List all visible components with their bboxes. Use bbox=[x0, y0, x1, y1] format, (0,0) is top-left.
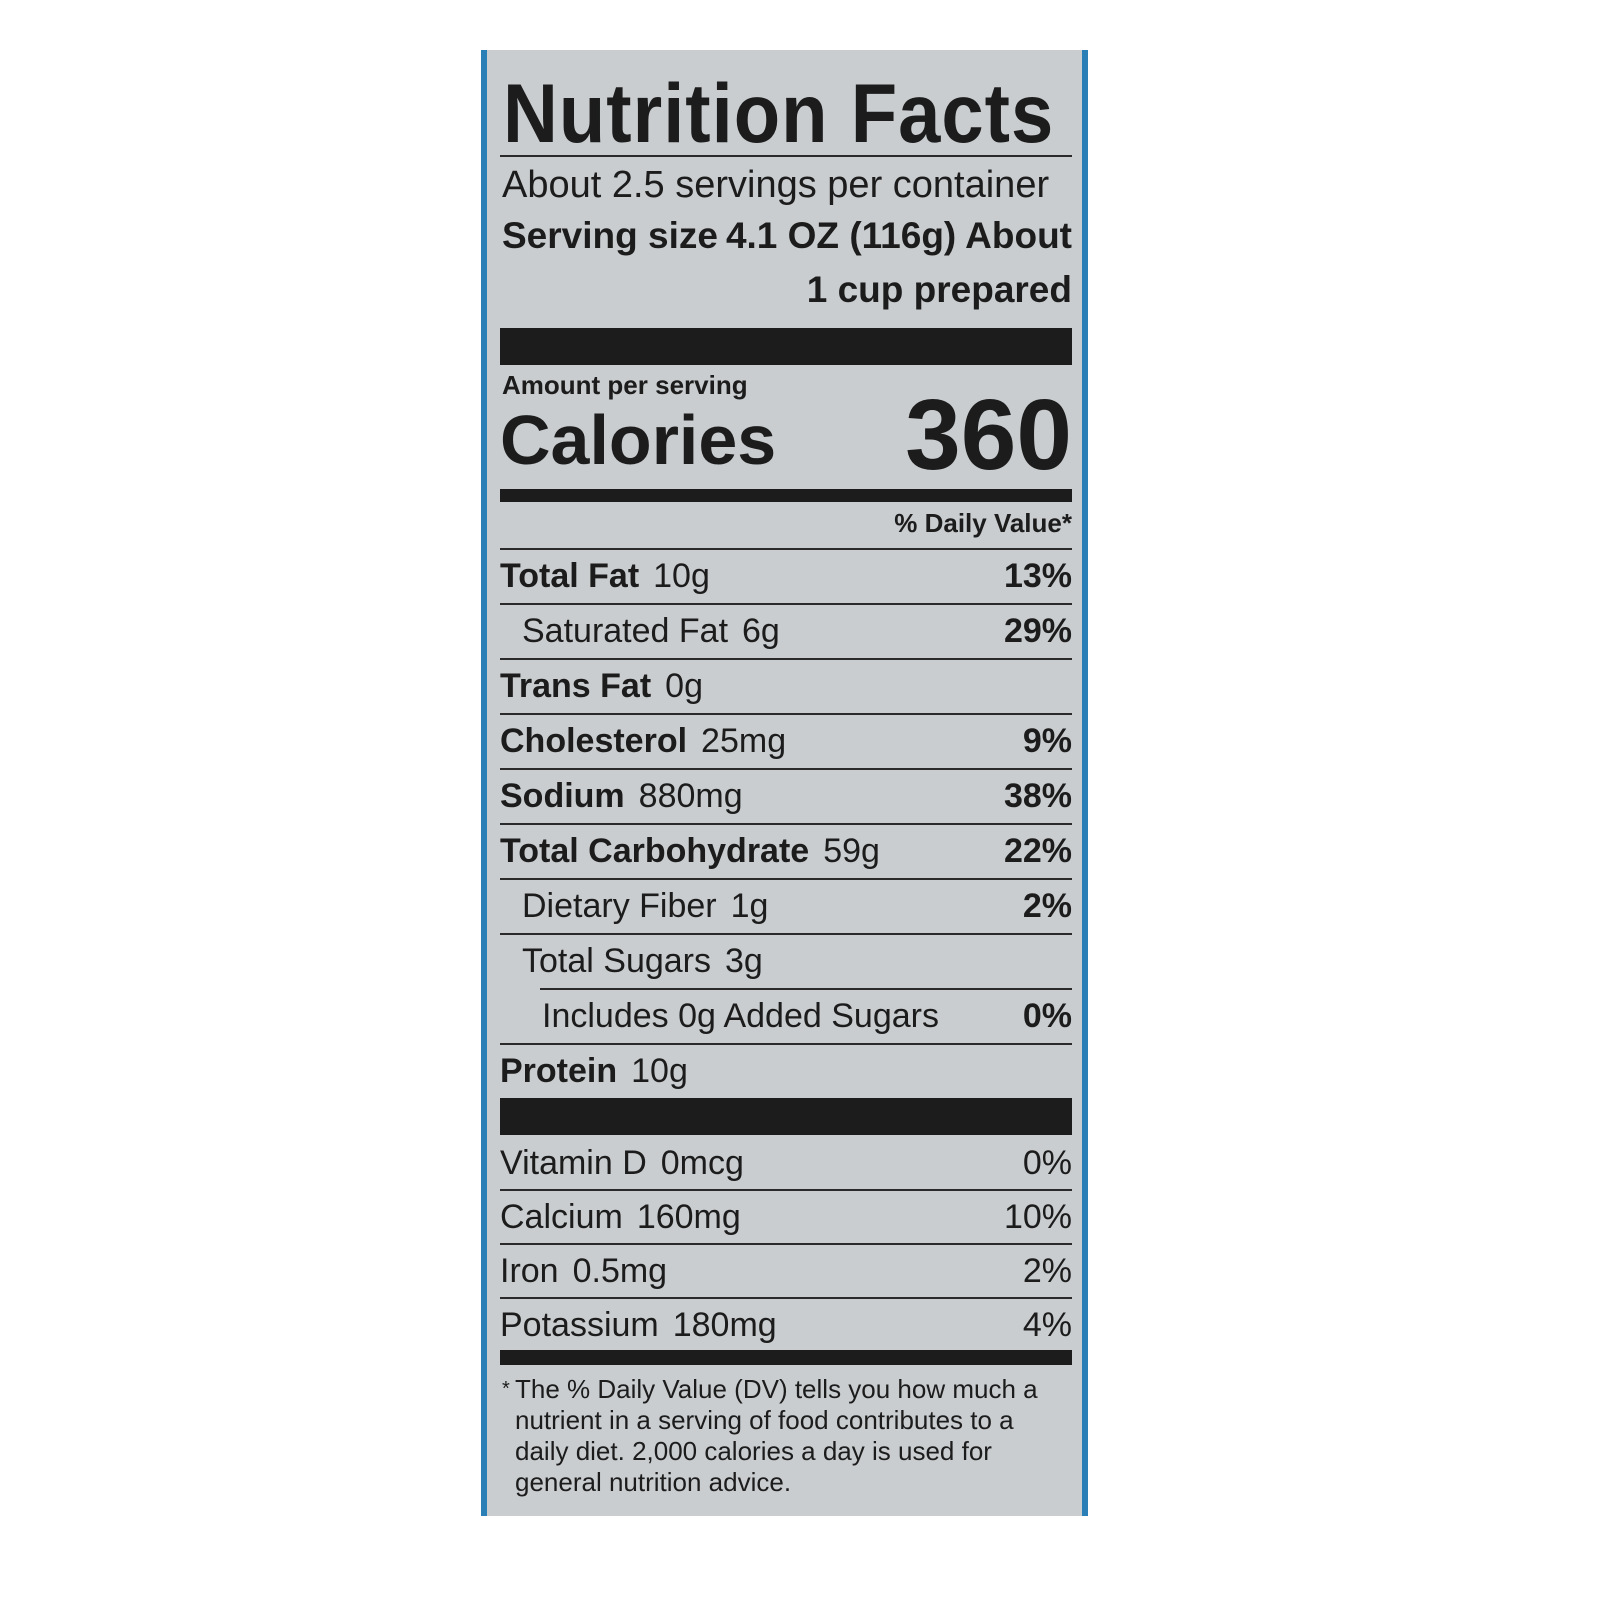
nutrient-row: Protein 10g bbox=[500, 1045, 1072, 1098]
calories-value: 360 bbox=[905, 379, 1072, 491]
nutrient-amount: 1g bbox=[730, 887, 769, 925]
nutrient-row: Vitamin D 0mcg 0% bbox=[500, 1137, 1072, 1189]
divider bbox=[500, 1243, 1072, 1245]
nutrient-amount: 880mg bbox=[638, 777, 743, 815]
divider bbox=[540, 988, 1072, 990]
daily-value: 2% bbox=[1022, 887, 1072, 925]
nutrient-row: Calcium 160mg 10% bbox=[500, 1191, 1072, 1243]
nutrient-amount: 180mg bbox=[672, 1305, 777, 1344]
divider bbox=[500, 1189, 1072, 1191]
nutrient-name: Total Sugars bbox=[522, 942, 711, 980]
daily-value: 0% bbox=[1022, 997, 1072, 1035]
divider bbox=[500, 1043, 1072, 1045]
nutrient-amount: 0g bbox=[665, 667, 703, 705]
nutrient-name: Saturated Fat bbox=[522, 612, 729, 650]
nutrient-name: Total Fat bbox=[500, 557, 640, 595]
nutrient-row: Saturated Fat 6g 29% bbox=[500, 605, 1072, 658]
nutrient-row: Dietary Fiber 1g 2% bbox=[500, 880, 1072, 933]
footnote: The % Daily Value (DV) tells you how muc… bbox=[515, 1374, 1038, 1497]
daily-value: 13% bbox=[1003, 557, 1072, 595]
nutrient-name: Includes 0g Added Sugars bbox=[542, 997, 939, 1035]
serving-size: 4.1 OZ (116g) About bbox=[725, 215, 1072, 256]
nutrient-row: Iron 0.5mg 2% bbox=[500, 1245, 1072, 1297]
divider bbox=[500, 155, 1072, 157]
nutrient-name: Protein bbox=[500, 1052, 618, 1090]
nutrient-name: Total Carbohydrate bbox=[500, 832, 810, 870]
servings: About 2.5 servings per container bbox=[502, 164, 1050, 206]
nutrient-row: Sodium 880mg 38% bbox=[500, 770, 1072, 823]
daily-value: 38% bbox=[1003, 777, 1072, 815]
nutrient-row: Potassium 180mg 4% bbox=[500, 1299, 1072, 1351]
nutrient-name: Dietary Fiber bbox=[522, 887, 717, 925]
divider bbox=[500, 548, 1072, 550]
dv-heading: % Daily Value* bbox=[894, 508, 1072, 538]
nutrient-row: Cholesterol 25mg 9% bbox=[500, 715, 1072, 768]
divider bbox=[500, 603, 1072, 605]
nutrient-row: Trans Fat 0g bbox=[500, 660, 1072, 713]
daily-value: 0% bbox=[1022, 1143, 1072, 1182]
title: Nutrition Facts bbox=[503, 67, 1055, 161]
divider bbox=[500, 823, 1072, 825]
nutrient-amount: 10g bbox=[653, 557, 710, 595]
daily-value: 22% bbox=[1003, 832, 1072, 870]
medium-bar bbox=[500, 489, 1072, 502]
thick-bar bbox=[500, 328, 1072, 365]
nutrient-row: Includes 0g Added Sugars 0% bbox=[500, 990, 1072, 1043]
divider bbox=[500, 878, 1072, 880]
nutrient-name: Sodium bbox=[500, 777, 625, 815]
daily-value: 29% bbox=[1003, 612, 1072, 650]
thick-bar bbox=[500, 1098, 1072, 1135]
label-panel bbox=[481, 50, 1088, 1516]
nutrient-amount: 0mcg bbox=[660, 1143, 744, 1182]
nutrient-name: Calcium bbox=[500, 1197, 623, 1236]
daily-value: 9% bbox=[1022, 722, 1072, 760]
divider bbox=[500, 658, 1072, 660]
nutrient-name: Cholesterol bbox=[500, 722, 688, 760]
daily-value: 10% bbox=[1003, 1197, 1072, 1236]
amount-heading: Amount per serving bbox=[502, 370, 748, 400]
nutrient-name: Vitamin D bbox=[500, 1143, 647, 1182]
nutrient-row: Total Sugars 3g bbox=[500, 935, 1072, 988]
nutrient-amount: 10g bbox=[631, 1052, 688, 1090]
footnote-mark: * bbox=[502, 1378, 510, 1400]
daily-value: 2% bbox=[1022, 1251, 1072, 1290]
serving-size-label: Serving size bbox=[502, 215, 718, 256]
nutrient-amount: 59g bbox=[823, 832, 880, 870]
nutrient-amount: 160mg bbox=[636, 1197, 741, 1236]
nutrient-row: Total Carbohydrate 59g 22% bbox=[500, 825, 1072, 878]
nutrient-amount: 3g bbox=[725, 942, 763, 980]
serving-size-cont: 1 cup prepared bbox=[806, 269, 1072, 310]
divider bbox=[500, 933, 1072, 935]
divider bbox=[500, 768, 1072, 770]
nutrient-amount: 25mg bbox=[701, 722, 787, 760]
divider bbox=[500, 713, 1072, 715]
nutrient-name: Iron bbox=[500, 1251, 559, 1290]
nutrient-amount: 0.5mg bbox=[572, 1251, 668, 1290]
nutrient-row: Total Fat 10g 13% bbox=[500, 550, 1072, 603]
medium-bar bbox=[500, 1350, 1072, 1365]
daily-value: 4% bbox=[1022, 1305, 1072, 1344]
calories-label: Calories bbox=[500, 401, 777, 479]
divider bbox=[500, 1297, 1072, 1299]
nutrient-amount: 6g bbox=[742, 612, 780, 650]
nutrient-name: Trans Fat bbox=[500, 667, 652, 705]
nutrient-name: Potassium bbox=[500, 1305, 659, 1344]
